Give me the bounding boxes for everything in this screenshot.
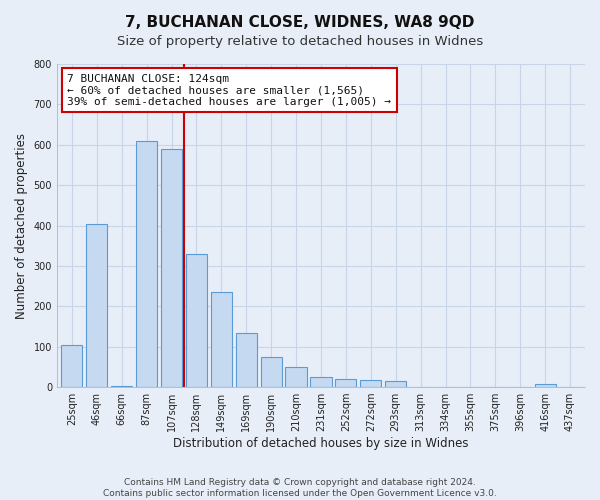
- Bar: [535, 384, 556, 387]
- Text: Contains HM Land Registry data © Crown copyright and database right 2024.
Contai: Contains HM Land Registry data © Crown c…: [103, 478, 497, 498]
- Y-axis label: Number of detached properties: Number of detached properties: [15, 132, 28, 318]
- Bar: [236, 332, 257, 387]
- Bar: [286, 367, 307, 387]
- Bar: [86, 224, 107, 387]
- Text: Size of property relative to detached houses in Widnes: Size of property relative to detached ho…: [117, 35, 483, 48]
- Bar: [260, 357, 282, 387]
- Bar: [61, 344, 82, 387]
- Bar: [310, 377, 332, 387]
- X-axis label: Distribution of detached houses by size in Widnes: Distribution of detached houses by size …: [173, 437, 469, 450]
- Bar: [136, 140, 157, 387]
- Bar: [360, 380, 382, 387]
- Text: 7 BUCHANAN CLOSE: 124sqm
← 60% of detached houses are smaller (1,565)
39% of sem: 7 BUCHANAN CLOSE: 124sqm ← 60% of detach…: [67, 74, 391, 107]
- Bar: [161, 149, 182, 387]
- Bar: [335, 379, 356, 387]
- Bar: [211, 292, 232, 387]
- Text: 7, BUCHANAN CLOSE, WIDNES, WA8 9QD: 7, BUCHANAN CLOSE, WIDNES, WA8 9QD: [125, 15, 475, 30]
- Bar: [385, 381, 406, 387]
- Bar: [111, 386, 132, 387]
- Bar: [186, 254, 207, 387]
